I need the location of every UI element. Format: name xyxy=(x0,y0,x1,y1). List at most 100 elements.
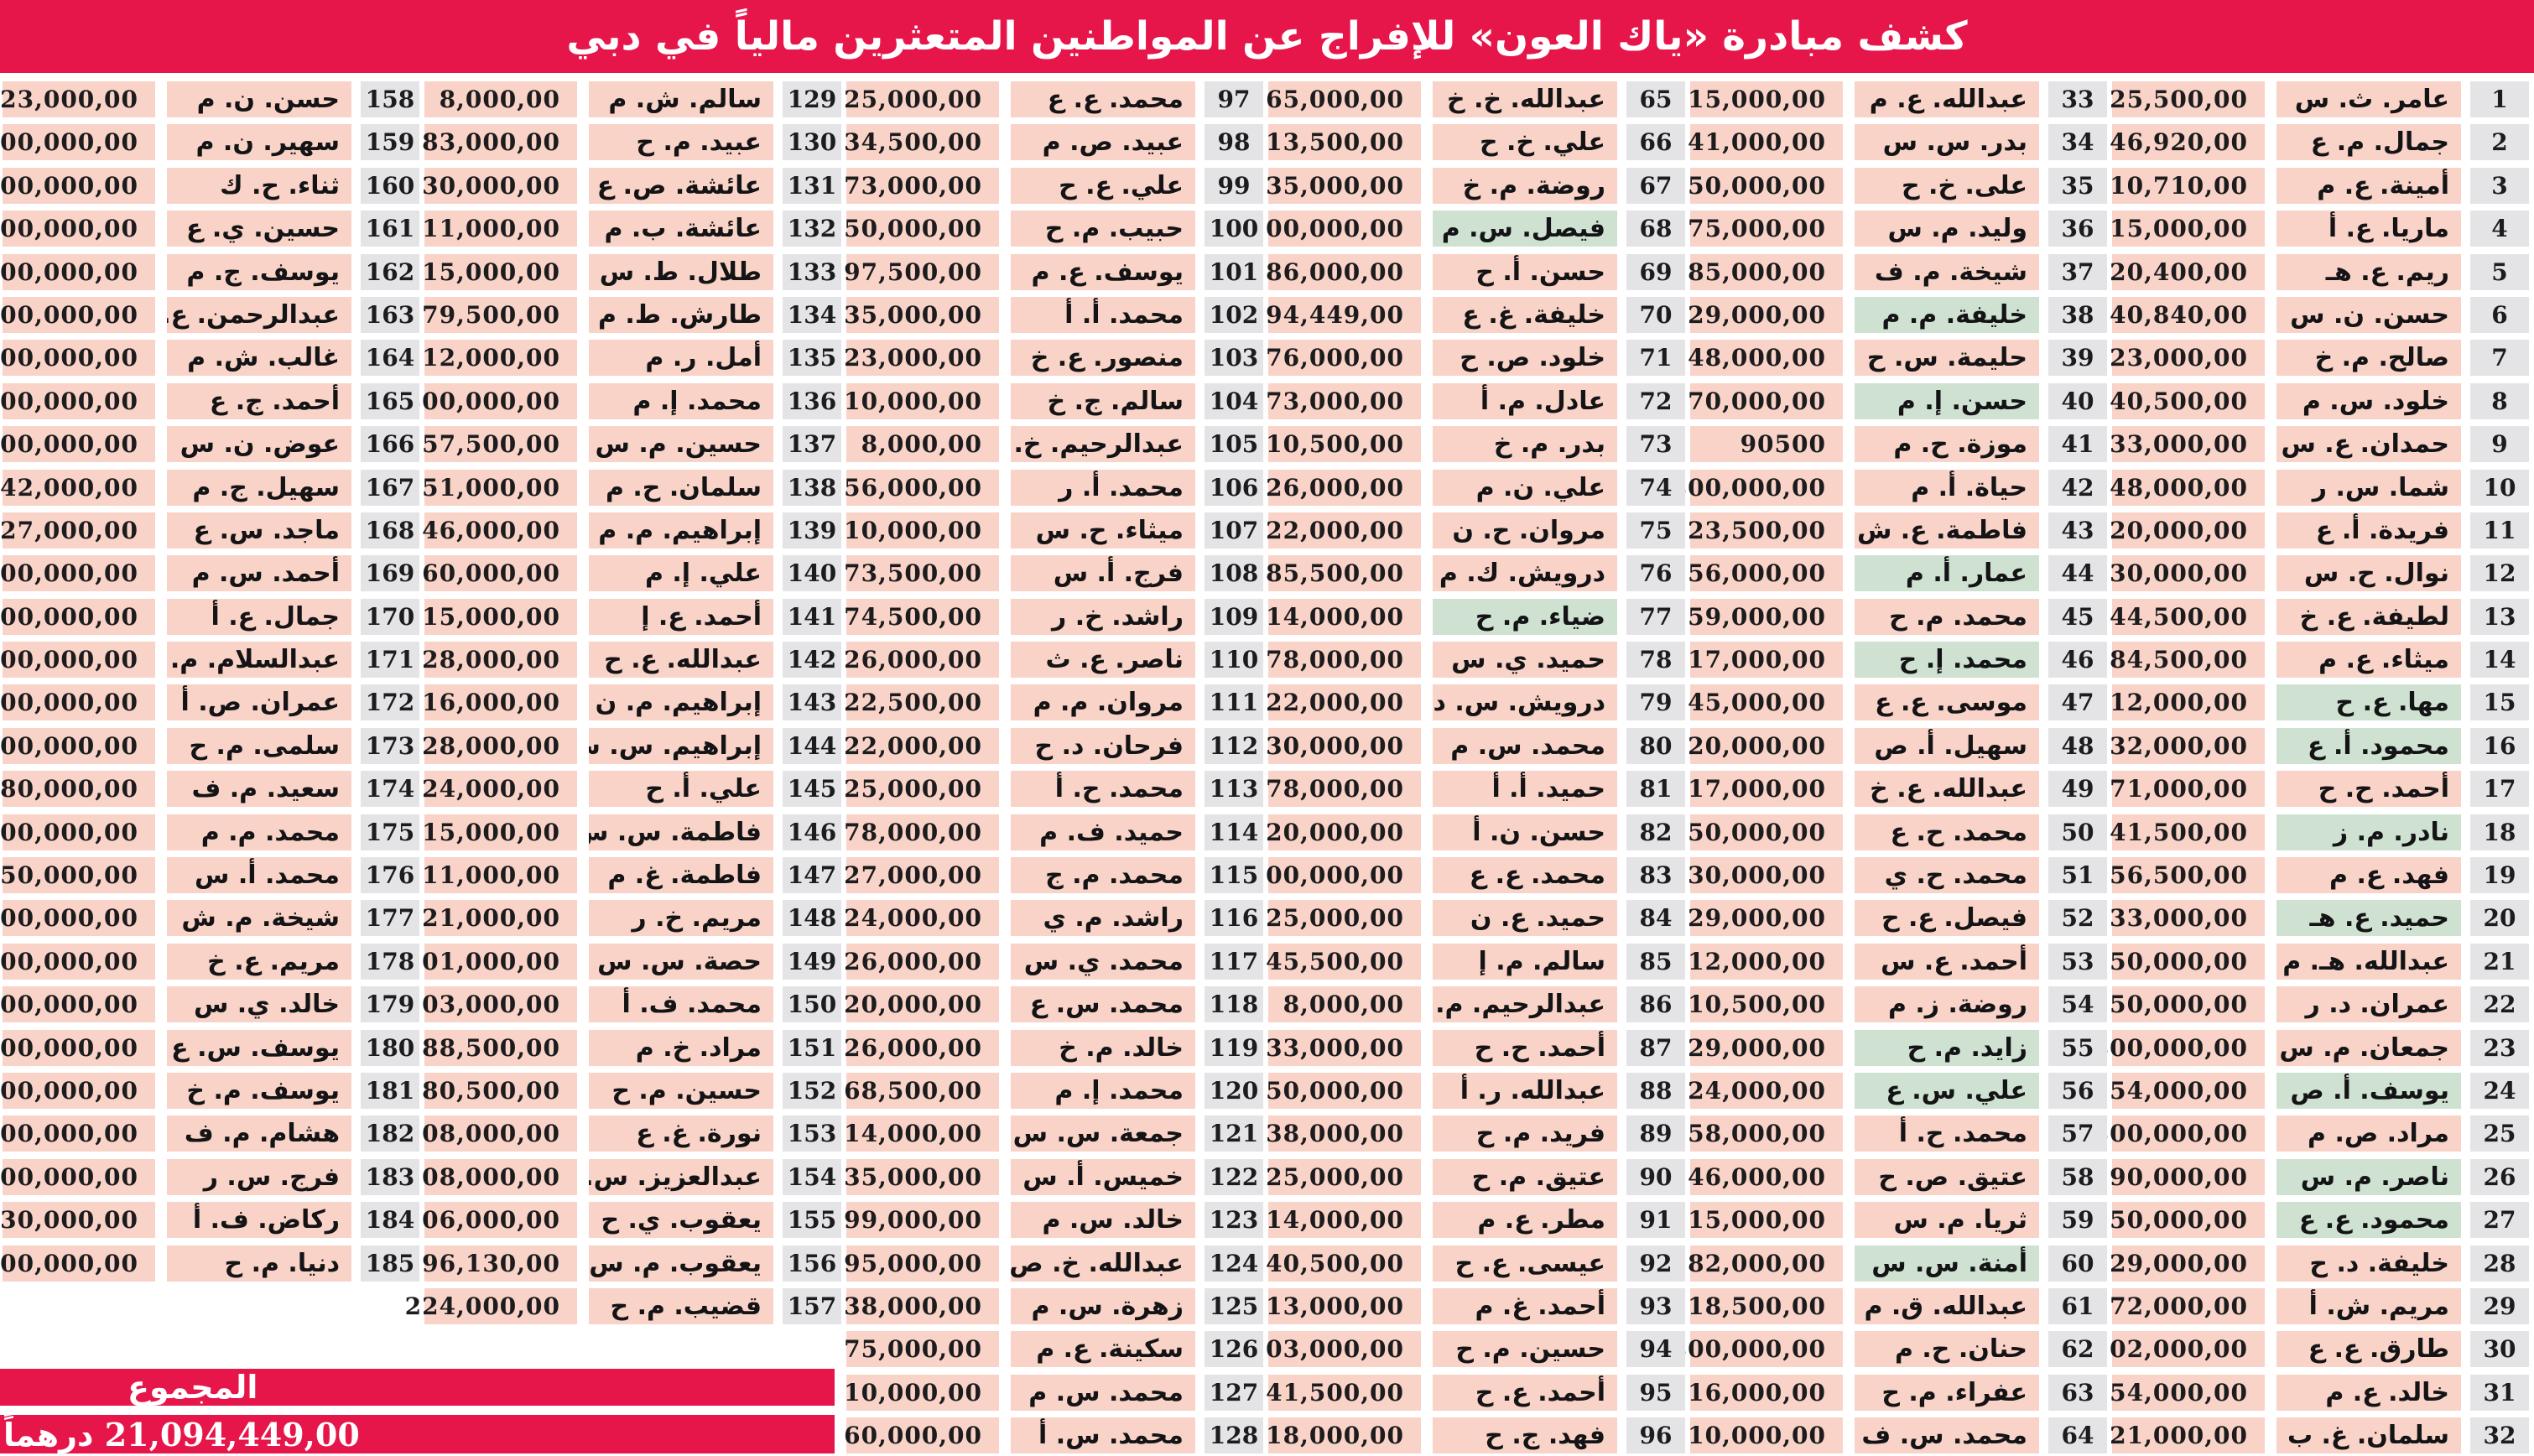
row-number-cell: 81 xyxy=(1626,771,1685,808)
row-number-cell: 3 xyxy=(2470,167,2529,204)
row-number-cell: 57 xyxy=(2048,1115,2107,1152)
name-cell: ثناء. ح. ك xyxy=(167,167,351,204)
amount-cell: 27,000,00 xyxy=(844,857,999,894)
amount-cell: 300,000,00 xyxy=(0,642,155,679)
row-number-cell: 14 xyxy=(2470,642,2529,679)
amount-cell: 10,500,00 xyxy=(1688,986,1843,1023)
row-number-cell: 136 xyxy=(783,382,841,419)
name-cell: عفراء. م. ح xyxy=(1855,1374,2039,1411)
row-number-cell: 183 xyxy=(361,1158,419,1195)
name-cell: محمد. س. ع xyxy=(1011,986,1195,1023)
name-cell: عبدالله. ق. م xyxy=(1855,1287,2039,1324)
amount-cell: 300,000,00 xyxy=(0,253,155,290)
name-cell: يوسف. ع. م xyxy=(1011,253,1195,290)
row-number-cell: 54 xyxy=(2048,986,2107,1023)
name-cell: راشد. م. ي xyxy=(1011,900,1195,937)
name-cell: محمد. أ. س xyxy=(167,857,351,894)
table-row: 206,000,00 يعقوب. ي. ح 155 xyxy=(405,1202,841,1239)
name-cell: حميد. ف. م xyxy=(1011,814,1195,850)
name-cell: عتيق. م. ح xyxy=(1433,1158,1617,1195)
name-cell: فاطمة. غ. م xyxy=(589,857,773,894)
table-row: 26,000,00 محمد. ي. س 117 xyxy=(844,943,1263,980)
name-cell: يعقوب. ي. ح xyxy=(589,1202,773,1239)
name-cell: ماجد. س. ع xyxy=(167,512,351,549)
table-row: 84,500,00 ميثاء. ع. م 14 xyxy=(2110,642,2529,679)
name-cell: شيخة. م. ش xyxy=(167,900,351,937)
amount-cell: 10,710,00 xyxy=(2110,167,2265,204)
table-row: 300,000,00 حنان. ح. م 62 xyxy=(1671,1331,2107,1368)
table-row: 16,000,00 عفراء. م. ح 63 xyxy=(1688,1374,2107,1411)
name-cell: عمار. أ. م xyxy=(1855,555,2039,592)
name-cell: وليد. م. س xyxy=(1855,211,2039,247)
amount-cell: 110,000,00 xyxy=(827,382,999,419)
amount-cell: 56,500,00 xyxy=(2110,857,2265,894)
row-number-cell: 24 xyxy=(2470,1072,2529,1109)
name-cell: محمد. س. م xyxy=(1011,1374,1195,1411)
name-cell: مروان. ح. ن xyxy=(1433,512,1617,549)
name-cell: حميد. ي. س xyxy=(1433,642,1617,679)
table-row: 26,000,00 ناصر. ع. ث 110 xyxy=(844,642,1263,679)
table-row: 45,500,00 سالم. م. إ 85 xyxy=(1266,943,1685,980)
name-cell: عائشة. ص. ع xyxy=(589,167,773,204)
amount-cell: 35,000,00 xyxy=(1266,167,1421,204)
name-cell: هشام. م. ف xyxy=(167,1115,351,1152)
amount-cell: 30,000,00 xyxy=(2110,555,2265,592)
amount-cell: 300,000,00 xyxy=(0,382,155,419)
amount-cell: 95,000,00 xyxy=(844,1245,999,1282)
row-number-cell: 168 xyxy=(361,512,419,549)
amount-cell: 18,000,00 xyxy=(1266,1417,1421,1454)
table-row: 223,000,00 حسن. ن. م 158 xyxy=(0,81,419,117)
name-cell: روضة. ز. م xyxy=(1855,986,2039,1023)
name-cell: عوض. ن. س xyxy=(167,426,351,463)
table-row: 15,000,00 طلال. ط. س 133 xyxy=(422,253,841,290)
table-row: 300,000,00 حسين. ي. ع 161 xyxy=(0,211,419,247)
row-number-cell: 43 xyxy=(2048,512,2107,549)
row-number-cell: 100 xyxy=(1205,211,1263,247)
row-number-cell: 129 xyxy=(783,81,841,117)
table-row: 35,000,00 روضة. م. خ 67 xyxy=(1266,167,1685,204)
row-number-cell: 121 xyxy=(1205,1115,1263,1152)
amount-cell: 124,000,00 xyxy=(1671,1072,1843,1109)
name-cell: عبيد. ص. م xyxy=(1011,124,1195,161)
table-row: 78,000,00 حميد. ف. م 114 xyxy=(844,814,1263,850)
table-row: 208,000,00 نورة. غ. ع 153 xyxy=(405,1115,841,1152)
table-row: 24,000,00 علي. أ. ح 145 xyxy=(422,771,841,808)
row-number-cell: 36 xyxy=(2048,211,2107,247)
name-cell: فاطمة. ع. ش xyxy=(1855,512,2039,549)
name-cell: سالم. ج. خ xyxy=(1011,382,1195,419)
row-number-cell: 142 xyxy=(783,642,841,679)
amount-cell: 30,000,00 xyxy=(1688,857,1843,894)
amount-cell: 221,000,00 xyxy=(405,900,577,937)
amount-cell: 133,000,00 xyxy=(1249,1029,1421,1066)
name-cell: زايد. م. ح xyxy=(1855,1029,2039,1066)
name-cell: حميد. ع. هـ xyxy=(2276,900,2461,937)
name-cell: محمد. م. ح xyxy=(1855,598,2039,635)
amount-cell: 208,000,00 xyxy=(405,1115,577,1152)
name-cell: عبدالله. خ. ص xyxy=(1011,1245,1195,1282)
row-number-cell: 157 xyxy=(783,1287,841,1324)
row-number-cell: 1 xyxy=(2470,81,2529,117)
row-number-cell: 172 xyxy=(361,684,419,721)
table-row: 11,000,00 عائشة. ب. م 132 xyxy=(422,211,841,247)
row-number-cell: 143 xyxy=(783,684,841,721)
amount-cell: 85,000,00 xyxy=(1688,253,1843,290)
row-number-cell: 53 xyxy=(2048,943,2107,980)
row-number-cell: 139 xyxy=(783,512,841,549)
row-number-cell: 51 xyxy=(2048,857,2107,894)
name-cell: روضة. م. خ xyxy=(1433,167,1617,204)
row-number-cell: 84 xyxy=(1626,900,1685,937)
table-row: 129,000,00 زايد. م. ح 55 xyxy=(1671,1029,2107,1066)
name-cell: مطر. ع. م xyxy=(1433,1202,1617,1239)
row-number-cell: 44 xyxy=(2048,555,2107,592)
amount-cell: 300,000,00 xyxy=(0,124,155,161)
row-number-cell: 93 xyxy=(1626,1287,1685,1324)
name-cell: حياة. أ. م xyxy=(1855,469,2039,506)
table-row: 40,500,00 عيسى. ع. ح 92 xyxy=(1266,1245,1685,1282)
row-number-cell: 40 xyxy=(2048,382,2107,419)
row-number-cell: 125 xyxy=(1205,1287,1263,1324)
table-row: 23,500,00 فاطمة. ع. ش 43 xyxy=(1688,512,2107,549)
amount-cell: 300,000,00 xyxy=(0,296,155,333)
amount-cell: 250,000,00 xyxy=(1249,1072,1421,1109)
